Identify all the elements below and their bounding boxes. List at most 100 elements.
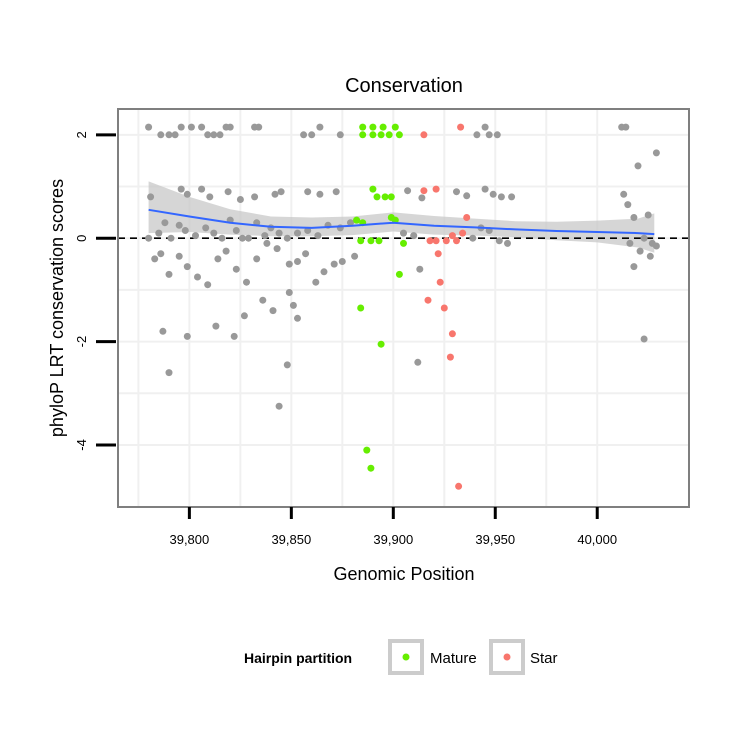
point-mature [377, 131, 385, 139]
point-other [495, 237, 503, 245]
y-tick-label: -2 [74, 336, 89, 348]
point-mature [377, 340, 385, 348]
point-other [277, 188, 285, 196]
point-other [644, 211, 652, 219]
point-other [204, 281, 212, 289]
x-tick-label: 39,800 [169, 532, 209, 547]
points-star [420, 123, 471, 490]
point-other [400, 229, 407, 237]
point-star [434, 250, 442, 258]
point-other [636, 247, 644, 255]
point-other [294, 314, 301, 322]
point-other [275, 402, 283, 410]
x-axis: 39,800 39,850 39,900 39,950 40,000 [169, 507, 617, 547]
point-star [448, 232, 456, 240]
point-other [336, 131, 344, 139]
point-other [155, 229, 163, 237]
point-other [283, 234, 291, 242]
point-other [214, 255, 222, 263]
point-other [151, 255, 159, 263]
x-tick-label: 39,850 [271, 532, 311, 547]
point-mature [357, 304, 365, 312]
point-other [232, 265, 240, 273]
point-mature [391, 123, 399, 131]
point-other [194, 273, 201, 281]
point-other [161, 219, 169, 227]
point-other [626, 239, 634, 247]
point-other [314, 232, 322, 240]
point-other [312, 278, 320, 286]
point-other [414, 358, 422, 366]
point-other [226, 123, 234, 131]
point-star [420, 187, 428, 195]
point-other [289, 301, 297, 309]
point-other [275, 229, 283, 237]
point-other [453, 188, 460, 196]
point-other [167, 234, 175, 242]
legend-symbol-mature [402, 653, 410, 661]
point-other [245, 234, 252, 242]
smooth-confidence-band [148, 181, 655, 253]
point-other [216, 131, 224, 139]
point-other [157, 250, 165, 258]
point-other [224, 188, 232, 196]
y-axis-label: phyloP LRT conservation scores [47, 179, 67, 437]
point-other [218, 234, 226, 242]
legend: Hairpin partition Mature Star [244, 639, 558, 675]
point-other [183, 263, 191, 271]
point-mature [375, 237, 383, 245]
point-other [316, 190, 324, 198]
point-other [261, 232, 269, 240]
point-other [204, 131, 212, 139]
point-other [232, 227, 240, 234]
point-other [294, 229, 301, 237]
point-other [238, 234, 246, 242]
chart-title: Conservation [345, 75, 463, 97]
legend-label-mature: Mature [430, 650, 477, 667]
point-other [187, 123, 195, 131]
point-other [508, 193, 516, 201]
point-other [212, 322, 220, 330]
point-other [634, 162, 642, 170]
point-mature [395, 270, 403, 278]
point-star [420, 131, 428, 139]
point-other [302, 250, 310, 258]
point-mature [395, 131, 403, 139]
y-tick-label: 0 [74, 235, 89, 242]
point-mature [369, 123, 377, 131]
point-other [210, 229, 218, 237]
legend-symbol-star [503, 653, 511, 661]
point-other [230, 332, 238, 340]
point-other [652, 242, 660, 250]
point-other [157, 131, 165, 139]
plot-border [117, 108, 690, 508]
point-mature [359, 123, 367, 131]
point-other [147, 193, 155, 201]
point-other [210, 131, 218, 139]
point-star [457, 123, 465, 131]
y-axis: 2 0 -2 -4 [74, 131, 116, 451]
point-mature [357, 237, 365, 245]
point-other [236, 196, 244, 203]
point-other [206, 193, 214, 201]
point-mature [381, 193, 389, 201]
point-star [432, 185, 440, 193]
point-other [165, 131, 173, 139]
point-star [426, 237, 434, 245]
point-other [165, 270, 173, 278]
point-other [646, 252, 654, 260]
x-tick-label: 40,000 [577, 532, 617, 547]
point-star [459, 229, 467, 237]
point-mature [367, 237, 375, 245]
point-other [332, 188, 340, 196]
point-other [622, 123, 630, 131]
point-other [171, 131, 179, 139]
point-other [175, 252, 183, 260]
smooth-trend-line [148, 208, 655, 236]
point-other [620, 190, 628, 198]
points-other [145, 123, 660, 410]
point-star [440, 304, 448, 312]
point-other [485, 131, 493, 139]
point-other [418, 194, 426, 202]
point-other [624, 201, 632, 209]
